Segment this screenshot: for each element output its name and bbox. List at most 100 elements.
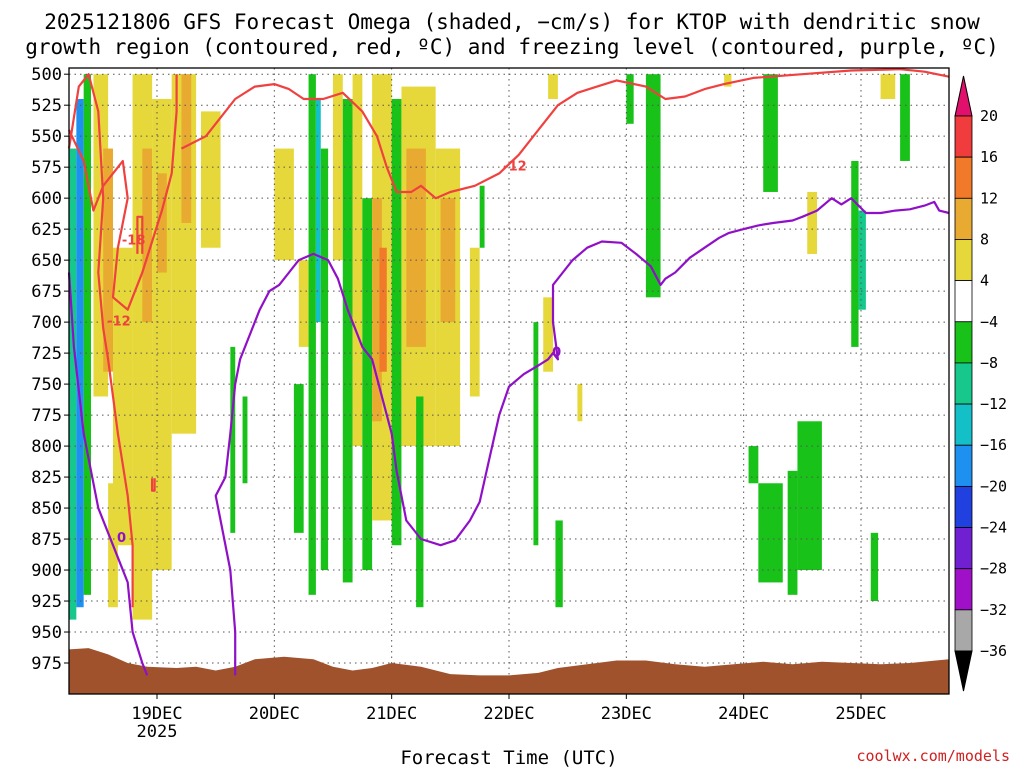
colorbar-tick-label: 20 (980, 107, 998, 125)
colorbar-tick-label: 12 (980, 189, 998, 207)
omega-region (320, 148, 329, 571)
dgz-contour-line (136, 215, 144, 254)
dgz-contour-line (67, 73, 134, 608)
x-tick-label: 25DEC (835, 704, 886, 724)
y-tick-label: 925 (31, 592, 62, 612)
colorbar-tick-label: −32 (980, 601, 1007, 619)
freezing-contours: 00 (67, 197, 950, 676)
y-tick-label: 525 (31, 96, 62, 116)
dgz-contour-line (180, 68, 950, 200)
colorbar-tick-label: −28 (980, 560, 1007, 578)
y-tick-label: 725 (31, 344, 62, 364)
omega-region (900, 74, 910, 161)
freezing-contour-line (214, 197, 950, 676)
dgz-contour-line (68, 74, 178, 311)
omega-region (555, 520, 563, 608)
omega-region (577, 384, 583, 422)
omega-region (548, 74, 558, 99)
omega-region (724, 74, 732, 87)
omega-region (797, 421, 822, 571)
grid-lines (69, 68, 949, 694)
colorbar-bin (954, 485, 973, 528)
colorbar-tick-label: −16 (980, 436, 1007, 454)
y-tick-label: 600 (31, 189, 62, 209)
chart-title-line2: growth region (contoured, red, ºC) and f… (25, 35, 999, 59)
omega-region (880, 74, 896, 99)
colorbar-bin (954, 403, 973, 446)
omega-region (308, 74, 316, 595)
omega-region (315, 98, 321, 323)
colorbar-bin (954, 362, 973, 405)
y-tick-label: 975 (31, 654, 62, 674)
omega-region (69, 148, 77, 620)
y-tick-label: 500 (31, 65, 62, 85)
colorbar-tick-label: −12 (980, 395, 1007, 413)
colorbar-tick-label: 4 (980, 272, 989, 290)
omega-region (181, 74, 192, 223)
colorbar-bin (954, 156, 973, 199)
omega-region (440, 198, 456, 323)
x-tick-label: 21DEC (366, 704, 417, 724)
colorbar-tick-label: 8 (980, 230, 989, 248)
omega-region (372, 198, 382, 422)
omega-region (626, 74, 634, 124)
colorbar-bin (954, 239, 973, 282)
colorbar-bin (954, 115, 973, 158)
y-tick-label: 700 (31, 313, 62, 333)
colorbar-bin (954, 527, 973, 570)
freezing-contour-line (67, 272, 149, 676)
y-tick-label: 825 (31, 468, 62, 488)
omega-region (201, 111, 221, 248)
colorbar-bin (954, 568, 973, 611)
colorbar-tick-label: −36 (980, 642, 1007, 660)
colorbar-tick-label: −24 (980, 519, 1007, 537)
colorbar-bottom-arrow (954, 650, 973, 692)
freezing-contour-label: 0 (117, 531, 126, 546)
omega-region (230, 346, 236, 533)
colorbar: 20 16 12 8 4 −4 −8 −12 −16 −20 −24 −28 −32 −36 (954, 75, 1007, 692)
chart-title-line1: 2025121806 GFS Forecast Omega (shaded, −… (44, 10, 980, 34)
omega-region (352, 74, 363, 447)
x-tick-label: 20DEC (249, 704, 300, 724)
omega-region (748, 446, 759, 484)
omega-region (83, 74, 91, 595)
y-tick-label: 650 (31, 251, 62, 271)
y-tick-label: 675 (31, 282, 62, 302)
y-tick-label: 625 (31, 220, 62, 240)
y-tick-label: 900 (31, 561, 62, 581)
colorbar-bin (954, 321, 973, 364)
x-tick-label: 19DEC (131, 704, 182, 724)
y-tick-label: 850 (31, 499, 62, 519)
omega-region (645, 74, 661, 298)
omega-region (406, 148, 426, 347)
omega-region (416, 396, 424, 608)
omega-shading (69, 74, 910, 620)
colorbar-bin (954, 280, 973, 323)
omega-region (479, 185, 485, 248)
ground-area (69, 648, 949, 694)
colorbar-bin (954, 197, 973, 240)
omega-region (379, 247, 387, 372)
x-tick-sublabel: 2025 (137, 722, 178, 742)
x-tick-label: 23DEC (601, 704, 652, 724)
omega-region (242, 396, 248, 484)
dgz-contour-label: -12 (503, 159, 527, 174)
colorbar-tick-label: −20 (980, 477, 1007, 495)
dgz-contour-label: -18 (122, 234, 146, 249)
y-tick-label: 750 (31, 375, 62, 395)
colorbar-bin (954, 609, 973, 652)
y-axis: 500 525 550 575 600 625 650 675 700 725 750 775 800 8… (31, 65, 69, 674)
y-tick-label: 950 (31, 623, 62, 643)
freezing-contour-label: 0 (552, 345, 561, 360)
x-axis-label: Forecast Time (UTC) (400, 747, 617, 768)
omega-region (787, 470, 798, 595)
omega-region (298, 260, 309, 347)
credit-text[interactable]: coolwx.com/models (856, 747, 1010, 765)
omega-region (533, 322, 539, 546)
omega-region (469, 247, 480, 397)
omega-region (293, 384, 304, 533)
omega-region (342, 98, 353, 583)
colorbar-tick-label: −8 (980, 354, 998, 372)
